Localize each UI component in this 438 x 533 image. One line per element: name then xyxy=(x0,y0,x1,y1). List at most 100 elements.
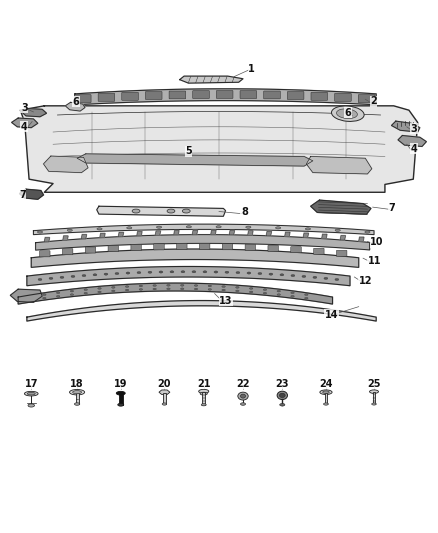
Ellipse shape xyxy=(247,272,251,274)
Polygon shape xyxy=(19,189,43,199)
Ellipse shape xyxy=(222,286,225,287)
Ellipse shape xyxy=(304,294,308,295)
Ellipse shape xyxy=(170,271,174,273)
Ellipse shape xyxy=(214,271,218,273)
FancyBboxPatch shape xyxy=(74,95,91,102)
Polygon shape xyxy=(306,157,372,174)
Text: 2: 2 xyxy=(370,96,377,107)
Text: 11: 11 xyxy=(367,256,381,266)
Text: 19: 19 xyxy=(114,378,127,389)
Polygon shape xyxy=(65,102,85,111)
Ellipse shape xyxy=(156,226,162,228)
Polygon shape xyxy=(43,156,88,173)
Ellipse shape xyxy=(222,289,225,291)
FancyBboxPatch shape xyxy=(131,245,141,251)
Ellipse shape xyxy=(208,285,212,287)
Ellipse shape xyxy=(57,292,60,294)
Ellipse shape xyxy=(25,391,38,396)
Ellipse shape xyxy=(159,271,163,273)
Ellipse shape xyxy=(167,285,170,286)
Polygon shape xyxy=(27,301,376,321)
FancyBboxPatch shape xyxy=(358,95,375,102)
FancyBboxPatch shape xyxy=(245,244,256,251)
Ellipse shape xyxy=(192,271,196,273)
Ellipse shape xyxy=(180,288,184,289)
Ellipse shape xyxy=(208,288,212,290)
FancyBboxPatch shape xyxy=(216,91,233,99)
Bar xyxy=(75,393,79,404)
Bar xyxy=(202,392,205,405)
Ellipse shape xyxy=(365,231,370,233)
Ellipse shape xyxy=(70,294,74,295)
Ellipse shape xyxy=(291,274,295,277)
FancyBboxPatch shape xyxy=(154,244,164,250)
Ellipse shape xyxy=(336,109,357,118)
Polygon shape xyxy=(180,76,243,83)
Text: 21: 21 xyxy=(197,378,211,389)
Ellipse shape xyxy=(98,287,101,289)
Text: 4: 4 xyxy=(21,122,28,132)
Polygon shape xyxy=(192,230,198,235)
Ellipse shape xyxy=(125,286,129,287)
Ellipse shape xyxy=(249,291,253,293)
Ellipse shape xyxy=(277,290,280,292)
Ellipse shape xyxy=(236,271,240,273)
Text: 18: 18 xyxy=(70,378,84,389)
Ellipse shape xyxy=(246,226,251,228)
Text: 8: 8 xyxy=(241,207,248,217)
Ellipse shape xyxy=(238,392,248,400)
FancyBboxPatch shape xyxy=(108,246,119,252)
Ellipse shape xyxy=(199,389,209,393)
Text: 7: 7 xyxy=(389,203,395,213)
Text: 12: 12 xyxy=(359,276,372,286)
Ellipse shape xyxy=(137,271,141,273)
Ellipse shape xyxy=(74,403,80,405)
Ellipse shape xyxy=(60,276,64,278)
Ellipse shape xyxy=(153,285,156,286)
Ellipse shape xyxy=(305,228,311,230)
Polygon shape xyxy=(12,118,38,128)
Bar xyxy=(119,393,123,405)
Ellipse shape xyxy=(277,391,287,400)
Ellipse shape xyxy=(37,231,42,233)
Ellipse shape xyxy=(324,403,328,405)
Ellipse shape xyxy=(324,277,328,279)
Ellipse shape xyxy=(118,403,124,406)
Ellipse shape xyxy=(200,392,207,395)
Ellipse shape xyxy=(182,209,190,213)
Ellipse shape xyxy=(84,289,88,290)
Polygon shape xyxy=(229,230,234,235)
Ellipse shape xyxy=(236,290,239,292)
Polygon shape xyxy=(21,108,46,117)
Ellipse shape xyxy=(93,274,97,276)
Ellipse shape xyxy=(115,272,119,274)
Ellipse shape xyxy=(335,278,339,280)
Ellipse shape xyxy=(70,390,85,395)
FancyBboxPatch shape xyxy=(314,248,324,254)
Ellipse shape xyxy=(277,294,280,295)
FancyBboxPatch shape xyxy=(39,251,50,257)
Ellipse shape xyxy=(112,287,115,288)
Ellipse shape xyxy=(313,276,317,278)
Polygon shape xyxy=(20,106,418,192)
Ellipse shape xyxy=(167,209,175,213)
Text: 24: 24 xyxy=(319,378,333,389)
Ellipse shape xyxy=(127,227,132,229)
Polygon shape xyxy=(77,154,313,166)
Text: 4: 4 xyxy=(410,143,417,154)
Ellipse shape xyxy=(320,390,332,394)
Ellipse shape xyxy=(186,225,191,228)
Ellipse shape xyxy=(240,403,246,405)
Ellipse shape xyxy=(280,274,284,276)
Polygon shape xyxy=(174,230,179,235)
Ellipse shape xyxy=(38,278,42,280)
Text: 6: 6 xyxy=(72,97,79,107)
Polygon shape xyxy=(311,200,371,214)
FancyBboxPatch shape xyxy=(145,92,162,100)
Text: 13: 13 xyxy=(219,296,233,306)
Ellipse shape xyxy=(97,228,102,230)
Ellipse shape xyxy=(70,290,74,292)
Polygon shape xyxy=(75,89,376,105)
Text: 5: 5 xyxy=(185,146,192,156)
Text: 7: 7 xyxy=(19,190,26,200)
